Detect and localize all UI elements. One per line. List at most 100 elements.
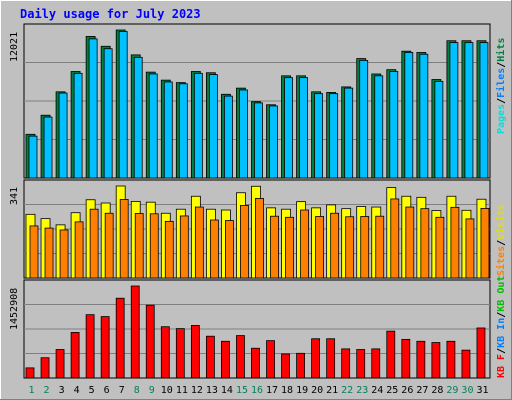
kbytes-bar-day-8: [130, 285, 140, 379]
kbytes-bar-day-15: [236, 335, 245, 379]
files-bar-day-8: [133, 56, 143, 179]
legend-visits: Visits: [495, 204, 507, 240]
kbytes-bar-day-16: [251, 347, 260, 379]
files-bar-day-20: [314, 93, 324, 179]
sites-bar-day-15: [240, 205, 249, 279]
sites-bar-day-13: [209, 219, 219, 279]
kbytes-bar-day-30: [461, 349, 471, 379]
sites-bar-day-17: [270, 215, 279, 279]
svg-text:KB F/KB In/KB Out: KB F/KB In/KB Out: [496, 276, 507, 378]
x-tick-label-day-31: 31: [476, 385, 488, 396]
svg-text:Sites/Visits: Sites/Visits: [495, 204, 507, 276]
files-bar-day-3: [58, 92, 68, 179]
x-tick-label-day-11: 11: [176, 385, 188, 396]
kbytes-bar-day-24: [371, 348, 381, 379]
sites-bar-day-7: [119, 199, 129, 279]
sites-bar-day-27: [420, 208, 430, 279]
legend-kb-out: KB Out: [496, 276, 507, 312]
kbytes-bar-day-5: [85, 314, 95, 379]
kbytes-bar-day-11: [175, 328, 185, 379]
files-bar-day-23: [359, 60, 369, 179]
legend-kb-in: KB In: [496, 318, 507, 348]
files-bar-day-27: [419, 53, 429, 179]
sites-bar-day-4: [74, 221, 84, 279]
files-bar-day-11: [178, 83, 188, 179]
files-bar-day-25: [389, 71, 399, 179]
sites-bar-day-12: [194, 206, 204, 279]
x-tick-label-day-30: 30: [461, 385, 473, 396]
x-tick-label-day-27: 27: [416, 385, 428, 396]
kbytes-bar-day-18: [281, 353, 290, 379]
x-tick-label-day-6: 6: [104, 385, 110, 396]
files-bar-day-18: [284, 77, 293, 179]
legend-kb-f: KB F: [496, 354, 507, 378]
kbytes-bar-day-13: [205, 335, 215, 379]
sites-bar-day-31: [480, 207, 490, 279]
x-tick-label-day-9: 9: [149, 385, 155, 396]
kbytes-bar-day-21: [326, 338, 336, 379]
x-tick-label-day-28: 28: [431, 385, 443, 396]
x-tick-label-day-2: 2: [44, 385, 50, 396]
files-bar-day-19: [299, 77, 308, 179]
x-tick-label-day-17: 17: [266, 385, 278, 396]
sites-bar-day-10: [164, 220, 174, 279]
kbytes-bar-day-3: [55, 349, 65, 379]
files-bar-day-9: [148, 73, 158, 179]
x-tick-label-day-29: 29: [446, 385, 458, 396]
x-tick-label-day-24: 24: [371, 385, 383, 396]
sites-bar-day-3: [59, 229, 69, 279]
x-tick-label-day-21: 21: [326, 385, 338, 396]
files-bar-day-30: [464, 42, 474, 179]
x-tick-label-day-23: 23: [356, 385, 368, 396]
kbytes-bar-day-22: [341, 348, 351, 379]
kbytes-bar-day-29: [446, 340, 456, 379]
sites-bar-day-30: [465, 218, 475, 279]
kbytes-bar-day-4: [70, 332, 80, 379]
kbytes-bar-day-17: [266, 340, 275, 379]
files-bar-day-12: [193, 72, 203, 179]
files-bar-day-26: [404, 52, 414, 179]
files-bar-day-22: [344, 87, 354, 179]
files-bar-day-14: [224, 95, 233, 179]
x-tick-label-day-1: 1: [29, 385, 35, 396]
kbytes-bar-day-19: [296, 352, 305, 379]
kbytes-bar-day-9: [145, 304, 155, 379]
sites-bar-day-16: [255, 198, 264, 279]
kbytes-bar-day-12: [190, 325, 200, 379]
panel3-ymax-label: 1452908: [9, 288, 20, 330]
legend-sites: Sites: [495, 246, 507, 276]
files-bar-day-16: [254, 102, 263, 179]
files-bar-day-7: [118, 31, 128, 179]
sites-bar-day-22: [345, 216, 355, 279]
x-tick-label-day-19: 19: [296, 385, 308, 396]
x-tick-label-day-5: 5: [89, 385, 95, 396]
x-tick-label-day-14: 14: [221, 385, 233, 396]
files-bar-day-21: [329, 93, 339, 179]
files-bar-day-17: [269, 105, 278, 179]
kbytes-bar-day-31: [476, 327, 486, 379]
files-bar-day-13: [208, 74, 218, 179]
sites-bar-day-25: [390, 198, 400, 279]
files-bar-day-28: [434, 80, 444, 179]
x-tick-label-day-15: 15: [236, 385, 248, 396]
x-tick-label-day-10: 10: [161, 385, 173, 396]
sites-bar-day-5: [89, 208, 99, 279]
kbytes-bar-day-28: [431, 342, 441, 379]
sites-bar-day-1: [29, 225, 39, 279]
kbytes-bar-day-2: [40, 357, 50, 379]
x-tick-label-day-7: 7: [119, 385, 125, 396]
files-bar-day-1: [28, 135, 38, 179]
files-bar-day-10: [163, 81, 173, 179]
chart-title: Daily usage for July 2023: [20, 7, 201, 21]
sites-bar-day-21: [330, 212, 340, 279]
kbytes-bar-day-1: [25, 367, 35, 379]
files-bar-day-4: [73, 72, 83, 179]
sites-bar-day-14: [225, 220, 234, 279]
legend-panel3: KB F/KB In/KB Out: [496, 276, 507, 378]
sites-bar-day-24: [375, 215, 385, 279]
x-tick-label-day-22: 22: [341, 385, 353, 396]
panel1-ymax-label: 12021: [9, 32, 20, 62]
x-tick-label-day-16: 16: [251, 385, 263, 396]
kbytes-bar-day-14: [221, 340, 230, 379]
